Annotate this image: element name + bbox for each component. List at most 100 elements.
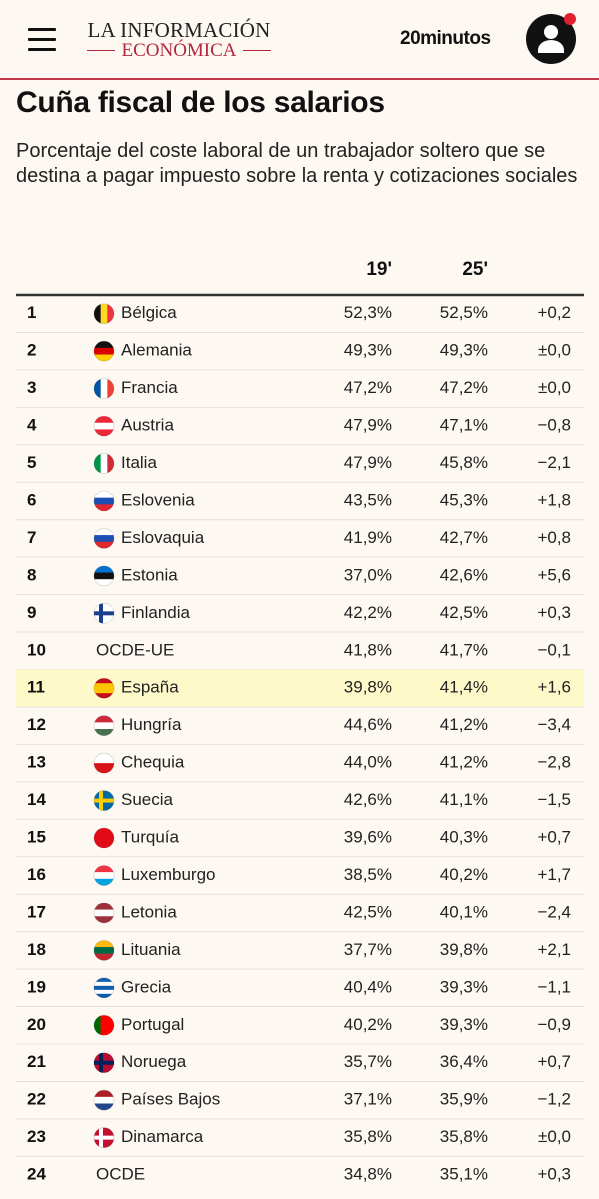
rank: 22 — [27, 1090, 46, 1109]
flag-stripe — [94, 722, 114, 730]
rank: 10 — [27, 640, 46, 659]
flag-stripe — [94, 878, 114, 886]
flag-icon — [94, 865, 114, 886]
value-25: 40,3% — [440, 828, 488, 847]
flag-cross — [94, 611, 114, 616]
flag-stripe — [94, 940, 114, 948]
country: Luxemburgo — [121, 865, 216, 884]
change: +5,6 — [537, 565, 571, 584]
country: Eslovenia — [121, 490, 195, 509]
ranking-table: 19' 25' 1 Bélgica 52,3% 52,5% +0,2 2 Alemania 49,… — [16, 259, 584, 1184]
flag-stripe — [94, 909, 114, 917]
rank: 24 — [27, 1165, 46, 1184]
flag-icon — [94, 678, 114, 699]
change: ±0,0 — [538, 341, 571, 360]
flag-stripe — [94, 579, 114, 586]
rank: 9 — [27, 603, 36, 622]
rank: 7 — [27, 528, 36, 547]
rank: 6 — [27, 490, 36, 509]
menu-button[interactable] — [28, 28, 56, 51]
flag-stripe — [94, 753, 114, 764]
value-19: 49,3% — [344, 341, 392, 360]
flag-stripe — [94, 763, 114, 774]
value-19: 35,8% — [344, 1127, 392, 1146]
flag-icon — [94, 715, 114, 736]
logo[interactable]: LA INFORMACIÓN ECONÓMICA — [84, 20, 274, 60]
value-19: 42,6% — [344, 790, 392, 809]
change: +1,7 — [537, 865, 571, 884]
change: +0,2 — [537, 303, 571, 322]
flag-ring — [93, 528, 115, 549]
flag-stripe — [94, 504, 114, 511]
flag-stripe — [100, 303, 108, 324]
flag-icon — [94, 1090, 114, 1111]
partner-logo[interactable]: 20minutos — [400, 28, 491, 49]
change: ±0,0 — [538, 1127, 571, 1146]
country: Alemania — [121, 341, 192, 360]
flag-icon — [94, 1127, 114, 1148]
rank: 20 — [27, 1015, 46, 1034]
flag-ring — [93, 715, 115, 737]
change: +0,8 — [537, 528, 571, 547]
change: −0,9 — [537, 1015, 571, 1034]
flag-ring — [93, 1052, 115, 1074]
flag-icon — [94, 603, 114, 624]
flag-stripe — [94, 416, 114, 424]
flag-ring — [93, 977, 115, 999]
user-button[interactable] — [526, 13, 578, 65]
flag-stripe — [100, 453, 108, 474]
flag-stripe — [94, 378, 101, 399]
flag-ring — [93, 340, 115, 362]
flag-stripe — [94, 565, 114, 573]
value-25: 52,5% — [440, 303, 488, 322]
change: +0,3 — [537, 1165, 571, 1184]
rank: 4 — [27, 416, 37, 435]
value-25: 40,2% — [440, 865, 488, 884]
value-19: 37,1% — [344, 1090, 392, 1109]
flag-stripe — [94, 303, 101, 324]
change: −3,4 — [537, 715, 571, 734]
flag-cross — [94, 1135, 114, 1140]
flag-ring — [93, 490, 115, 512]
value-19: 47,2% — [344, 378, 392, 397]
flag-stripe — [94, 354, 114, 362]
logo-bottom: ECONÓMICA — [121, 40, 237, 61]
flag-cross — [94, 1060, 114, 1065]
value-25: 42,7% — [440, 528, 488, 547]
country: Países Bajos — [121, 1090, 220, 1109]
column-header: 25' — [462, 259, 488, 280]
flag-ring — [93, 303, 115, 325]
flag-stripe — [94, 729, 114, 736]
country: Dinamarca — [121, 1127, 204, 1146]
value-25: 47,2% — [440, 378, 488, 397]
flag-ring — [93, 1127, 115, 1149]
flag-ring — [93, 1089, 115, 1111]
flag-stripe — [94, 981, 114, 987]
flag-stripe — [94, 715, 114, 723]
rank: 8 — [27, 565, 36, 584]
value-25: 47,1% — [440, 416, 488, 435]
value-19: 37,0% — [344, 565, 392, 584]
value-25: 35,9% — [440, 1090, 488, 1109]
flag-icon — [94, 303, 114, 324]
country: Austria — [121, 416, 174, 435]
change: +1,8 — [537, 490, 571, 509]
change: +0,7 — [537, 1052, 571, 1071]
country: Italia — [121, 453, 157, 472]
country: Eslovaquia — [121, 528, 205, 547]
flag-stripe — [94, 422, 114, 430]
flag-ring — [93, 790, 115, 811]
value-19: 43,5% — [344, 490, 392, 509]
value-19: 40,4% — [344, 977, 392, 996]
flag-stripe — [94, 347, 114, 355]
value-25: 41,7% — [440, 640, 488, 659]
country: Estonia — [121, 565, 178, 584]
flag-stripe — [94, 678, 114, 684]
flag-icon — [94, 977, 114, 998]
value-25: 41,2% — [440, 753, 488, 772]
country: Lituania — [121, 940, 181, 959]
flag-ring — [93, 602, 115, 624]
flag-stripe — [94, 985, 114, 991]
flag-icon — [94, 528, 114, 549]
flag-stripe — [107, 303, 114, 324]
